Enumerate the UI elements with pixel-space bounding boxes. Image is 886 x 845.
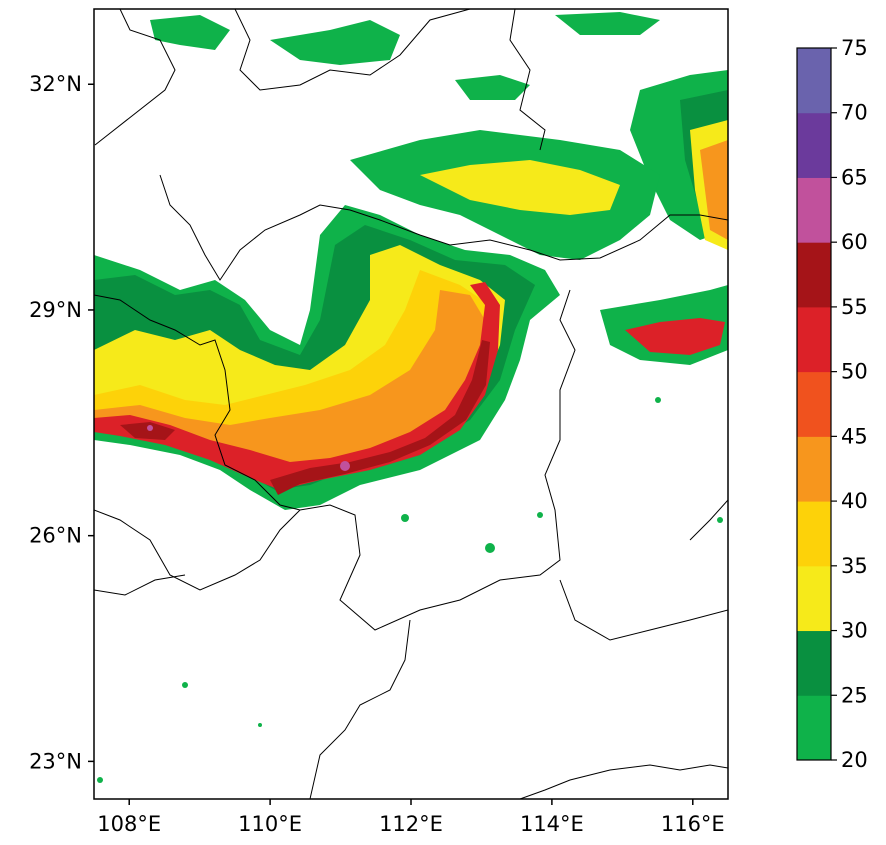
colorbar-label: 35 bbox=[841, 554, 868, 578]
colorbar-segment bbox=[797, 630, 831, 696]
colorbar-label: 60 bbox=[841, 230, 868, 254]
lat-tick-label: 29°N bbox=[29, 298, 82, 322]
colorbar-label: 25 bbox=[841, 683, 868, 707]
longitude-axis: 108°E 110°E 112°E 114°E 116°E bbox=[97, 799, 725, 836]
colorbar-segment bbox=[797, 242, 831, 308]
colorbar-segment bbox=[797, 436, 831, 502]
colorbar-label: 50 bbox=[841, 360, 868, 384]
colorbar-segment bbox=[797, 177, 831, 243]
lon-tick-label: 110°E bbox=[238, 812, 302, 836]
lat-tick-label: 23°N bbox=[29, 749, 82, 773]
lon-tick-label: 114°E bbox=[520, 812, 584, 836]
colorbar-label: 20 bbox=[841, 748, 868, 772]
colorbar-label: 30 bbox=[841, 619, 868, 643]
colorbar: 20 25 30 35 40 45 50 55 60 65 70 75 bbox=[796, 36, 868, 772]
colorbar-label: 55 bbox=[841, 295, 868, 319]
colorbar-segment bbox=[797, 371, 831, 437]
latitude-axis: 32°N 29°N 26°N 23°N bbox=[29, 72, 94, 773]
lat-tick-label: 32°N bbox=[29, 72, 82, 96]
colorbar-label: 75 bbox=[841, 36, 868, 60]
colorbar-label: 45 bbox=[841, 424, 868, 448]
colorbar-segment bbox=[797, 695, 831, 761]
colorbar-segment bbox=[797, 48, 831, 114]
colorbar-segment bbox=[797, 306, 831, 373]
colorbar-segment bbox=[797, 501, 831, 567]
lon-tick-label: 108°E bbox=[97, 812, 161, 836]
colorbar-label: 40 bbox=[841, 489, 868, 513]
radar-echo-field bbox=[94, 12, 728, 783]
lon-tick-label: 116°E bbox=[661, 812, 725, 836]
lat-tick-label: 26°N bbox=[29, 524, 82, 548]
map-plot-area bbox=[94, 9, 728, 799]
province-borders bbox=[94, 9, 728, 799]
colorbar-segment bbox=[797, 565, 831, 632]
lon-tick-label: 112°E bbox=[379, 812, 443, 836]
colorbar-label: 65 bbox=[841, 165, 868, 189]
colorbar-segment bbox=[797, 112, 831, 178]
colorbar-frame bbox=[796, 47, 832, 761]
colorbar-label: 70 bbox=[841, 101, 868, 125]
